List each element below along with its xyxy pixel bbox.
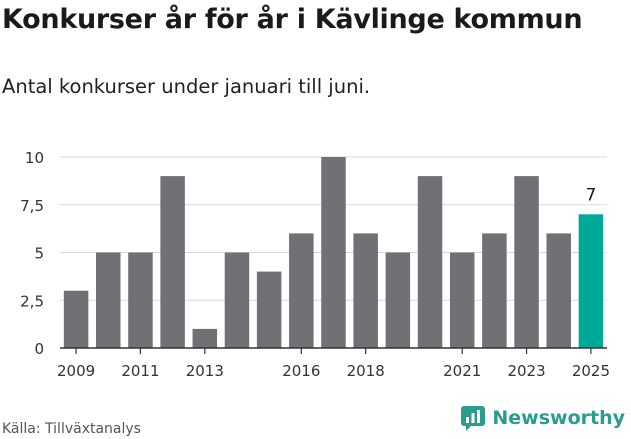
bar-chart: 0 2,5 5 7,5 10 7 2009 2011 2013 2016 2018 2021 2023 2… [20,149,610,380]
x-tick-label: 2016 [282,362,320,380]
x-tick-label: 2023 [507,362,545,380]
bar [128,252,153,348]
chart-title: Konkurser år för år i Kävlinge kommun [2,4,583,35]
x-tick-label: 2011 [121,362,159,380]
x-tick-label: 2018 [347,362,385,380]
y-tick-label: 10 [25,149,44,167]
bar [321,157,346,348]
bar [224,252,250,348]
bar [417,176,443,348]
data-label: 7 [585,185,596,205]
bar [160,176,185,348]
bar [546,233,571,348]
bar [63,290,89,348]
chart-subtitle: Antal konkurser under januari till juni. [2,75,371,98]
x-tick-label: 2009 [57,362,95,380]
y-tick-label: 7,5 [20,197,44,215]
bar [96,252,121,348]
bar [192,328,218,348]
x-tick-label: 2013 [186,362,224,380]
y-tick-label: 5 [34,245,44,263]
bar [482,233,507,348]
bar [289,233,314,348]
y-tick-label: 0 [34,340,44,358]
bar [385,252,411,348]
x-tick-label: 2025 [572,362,610,380]
y-tick-label: 2,5 [20,292,44,310]
bar [449,252,475,348]
source-note: Källa: Tillväxtanalys [2,421,141,437]
newsworthy-logo-icon [461,406,486,431]
bar [353,233,378,348]
bar [256,271,282,348]
x-tick-label: 2021 [443,362,481,380]
highlight-bar [578,214,604,348]
brand-name: Newsworthy [492,407,625,429]
bar [514,176,539,348]
brand-logo: Newsworthy [460,405,625,431]
